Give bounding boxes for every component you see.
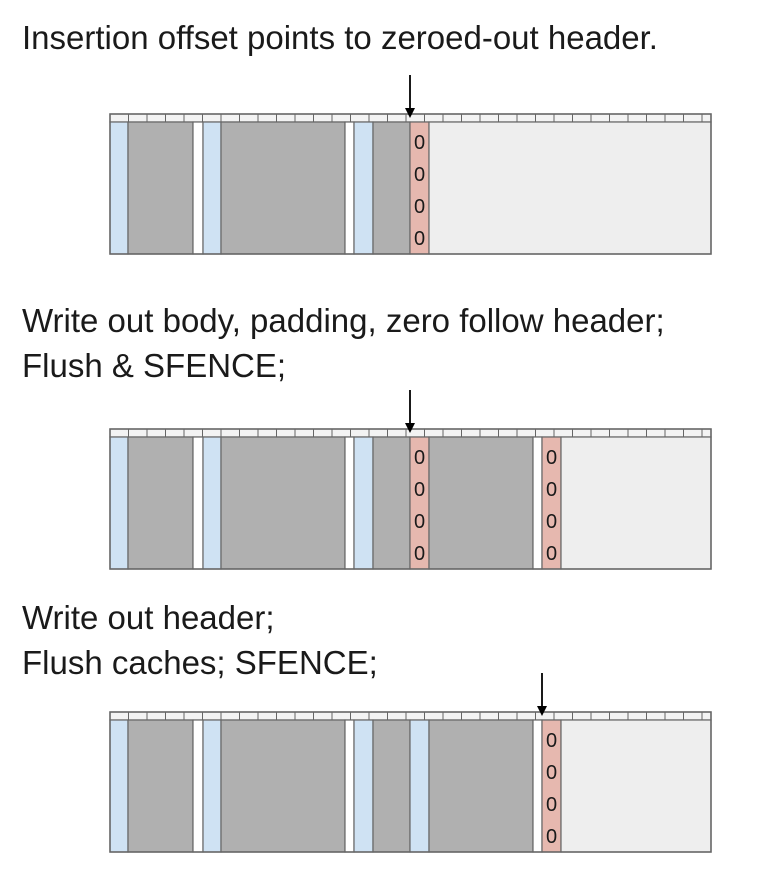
panel-2: Write out body, padding, zero follow hea… <box>22 302 712 570</box>
panel-3-caption-line-1: Write out header; <box>22 599 275 636</box>
record-header-segment <box>202 121 222 255</box>
free-space-segment <box>428 121 712 255</box>
zero-byte-label: 0 <box>546 479 557 501</box>
cache-line-strip <box>109 711 712 721</box>
panel-2-log-buffer: 0 0 0 0 0 0 0 0 <box>109 428 712 570</box>
buffer-outline <box>109 711 712 853</box>
cache-line-strip <box>109 428 712 438</box>
record-body-segment <box>372 436 411 570</box>
zero-byte-label: 0 <box>414 228 425 250</box>
zero-byte-label: 0 <box>414 164 425 186</box>
zero-byte-label: 0 <box>414 447 425 469</box>
record-header-segment <box>409 719 430 853</box>
zero-byte-label: 0 <box>414 479 425 501</box>
record-header-segment <box>202 719 222 853</box>
panel-3-caption-line-2: Flush caches; SFENCE; <box>22 644 378 681</box>
panel-3: Write out header; Flush caches; SFENCE; … <box>22 599 712 853</box>
record-header-segment <box>353 436 374 570</box>
panel-2-caption-line-1: Write out body, padding, zero follow hea… <box>22 302 665 339</box>
padding-segment <box>192 719 204 853</box>
cache-line-strip <box>109 113 712 123</box>
zero-byte-label: 0 <box>546 730 557 752</box>
record-header-segment <box>353 121 374 255</box>
zero-byte-label: 0 <box>546 762 557 784</box>
free-space-segment <box>560 436 712 570</box>
record-body-segment <box>372 719 411 853</box>
record-header-segment <box>109 436 129 570</box>
zero-byte-label: 0 <box>546 447 557 469</box>
record-body-segment <box>220 121 346 255</box>
zero-byte-label: 0 <box>546 511 557 533</box>
padding-segment <box>532 436 543 570</box>
record-header-segment <box>109 719 129 853</box>
panel-1: Insertion offset points to zeroed-out he… <box>22 19 712 255</box>
record-body-segment <box>220 719 346 853</box>
record-header-segment <box>109 121 129 255</box>
zero-byte-label: 0 <box>546 826 557 848</box>
record-body-segment <box>220 436 346 570</box>
padding-segment <box>344 719 355 853</box>
padding-segment <box>344 121 355 255</box>
panel-1-log-buffer: 0 0 0 0 <box>109 113 712 255</box>
padding-segment <box>532 719 543 853</box>
record-body-segment <box>127 121 194 255</box>
record-body-segment <box>428 436 534 570</box>
free-space-segment <box>560 719 712 853</box>
padding-segment <box>192 121 204 255</box>
zero-byte-label: 0 <box>546 794 557 816</box>
record-body-segment <box>127 436 194 570</box>
zero-byte-label: 0 <box>414 196 425 218</box>
record-body-segment <box>428 719 534 853</box>
zero-byte-label: 0 <box>414 511 425 533</box>
zero-byte-label: 0 <box>414 543 425 565</box>
padding-segment <box>344 436 355 570</box>
record-body-segment <box>372 121 411 255</box>
zero-byte-label: 0 <box>414 132 425 154</box>
panel-1-caption-line-1: Insertion offset points to zeroed-out he… <box>22 19 658 56</box>
panel-2-caption-line-2: Flush & SFENCE; <box>22 347 286 384</box>
panel-3-log-buffer: 0 0 0 0 <box>109 711 712 853</box>
record-header-segment <box>202 436 222 570</box>
padding-segment <box>192 436 204 570</box>
record-body-segment <box>127 719 194 853</box>
record-header-segment <box>353 719 374 853</box>
zero-byte-label: 0 <box>546 543 557 565</box>
